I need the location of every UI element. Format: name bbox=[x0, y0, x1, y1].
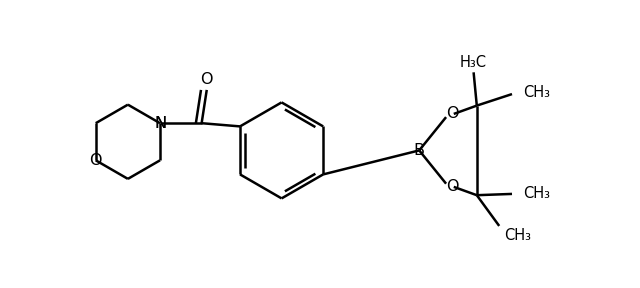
Text: O: O bbox=[200, 72, 213, 87]
Text: CH₃: CH₃ bbox=[523, 85, 550, 100]
Text: O: O bbox=[90, 153, 102, 168]
Text: N: N bbox=[154, 116, 166, 131]
Text: H₃C: H₃C bbox=[460, 55, 487, 70]
Text: O: O bbox=[446, 107, 459, 122]
Text: B: B bbox=[413, 143, 425, 158]
Text: CH₃: CH₃ bbox=[523, 186, 550, 201]
Text: CH₃: CH₃ bbox=[504, 228, 531, 243]
Text: O: O bbox=[446, 179, 459, 194]
Text: N: N bbox=[154, 116, 166, 131]
